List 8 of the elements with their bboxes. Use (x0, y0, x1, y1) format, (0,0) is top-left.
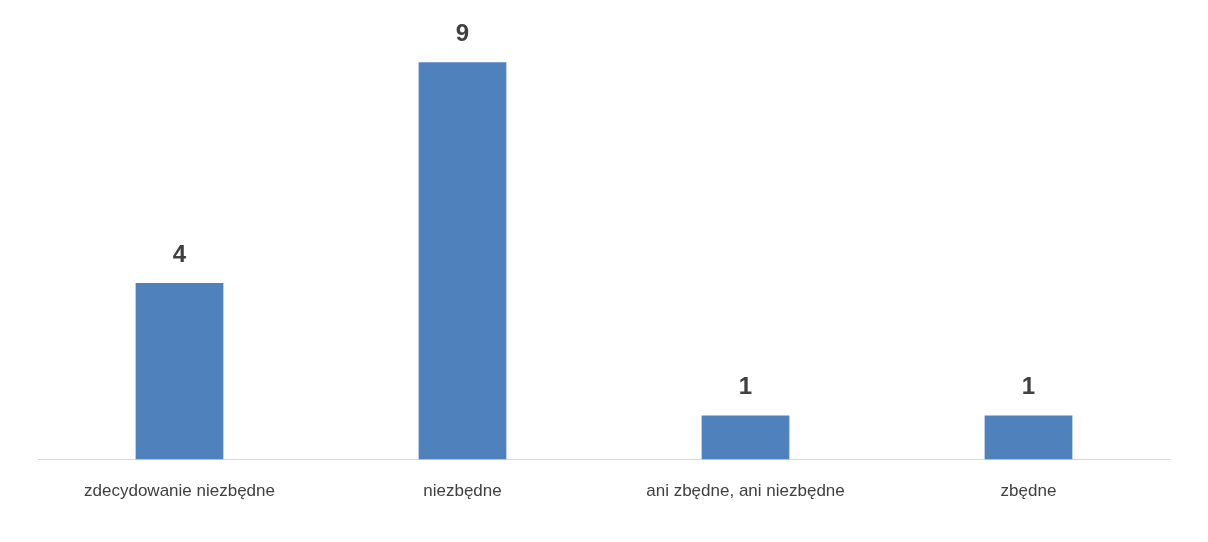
x-tick-label: zdecydowanie niezbędne (84, 481, 275, 501)
x-tick-label: zbędne (1000, 481, 1057, 501)
x-tick-label: niezbędne (423, 481, 502, 501)
x-tick-label: ani zbędne, ani niezbędne (646, 481, 845, 501)
data-label: 1 (1021, 372, 1036, 400)
data-label: 1 (738, 372, 753, 400)
data-label: 4 (172, 239, 187, 267)
data-label: 9 (455, 18, 470, 46)
